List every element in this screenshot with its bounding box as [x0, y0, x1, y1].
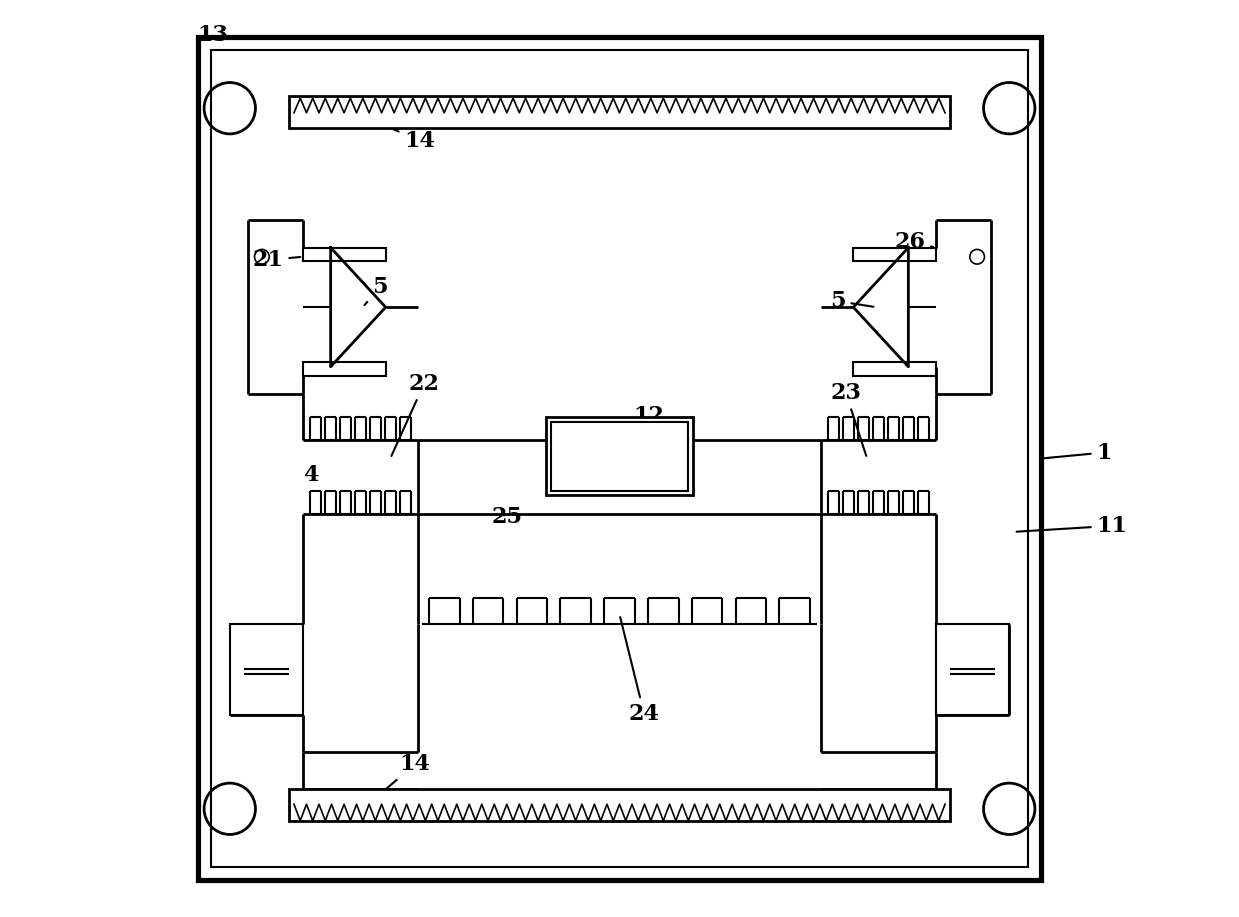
Text: 12: 12 — [621, 404, 664, 452]
Text: 11: 11 — [1016, 514, 1127, 536]
Text: 5: 5 — [830, 290, 873, 312]
Text: 13: 13 — [198, 24, 228, 46]
Text: 23: 23 — [830, 381, 866, 456]
Bar — [304, 248, 385, 261]
Bar — [212, 50, 1027, 867]
Text: 26: 26 — [895, 230, 933, 252]
Text: 25: 25 — [491, 505, 522, 527]
Text: 14: 14 — [384, 125, 435, 151]
Text: 1: 1 — [1044, 441, 1111, 463]
Text: 5: 5 — [364, 276, 388, 305]
Bar — [304, 362, 385, 376]
Bar — [290, 96, 949, 128]
Text: 21: 21 — [253, 249, 300, 271]
Bar — [290, 789, 949, 821]
Bar — [854, 362, 935, 376]
Text: 14: 14 — [383, 753, 430, 791]
Text: 24: 24 — [621, 617, 659, 724]
Text: 4: 4 — [304, 464, 318, 486]
Bar — [229, 624, 304, 715]
Bar — [550, 422, 689, 491]
Bar — [546, 417, 693, 495]
Bar — [935, 624, 1010, 715]
Text: 22: 22 — [392, 372, 440, 456]
Bar — [854, 248, 935, 261]
